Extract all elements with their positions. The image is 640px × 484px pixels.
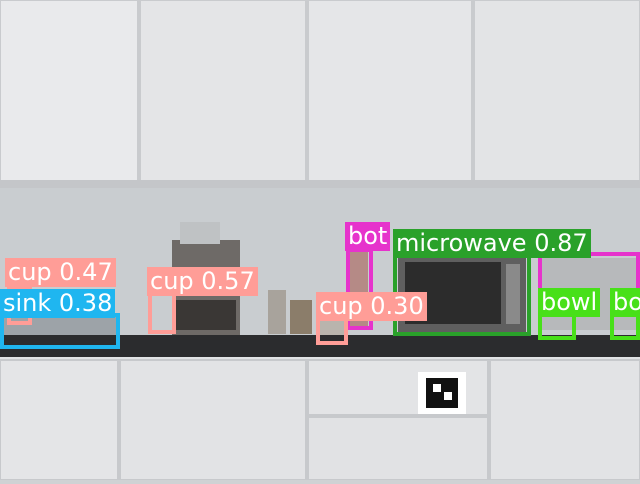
detection-label-cup-1: cup 0.47	[5, 258, 116, 287]
detection-label-bowl-1: bowl	[538, 288, 601, 317]
detection-label-bottle: bot	[345, 222, 391, 251]
detection-label-cup-2: cup 0.57	[147, 267, 258, 296]
sink-box	[0, 313, 120, 349]
countertop	[0, 335, 640, 357]
cup-box-2	[148, 290, 176, 334]
detection-label-bowl-2: bo	[610, 288, 640, 317]
detection-label-sink: sink 0.38	[0, 289, 116, 318]
detection-label-microwave: microwave 0.87	[393, 229, 591, 258]
detection-label-cup-3: cup 0.30	[316, 292, 427, 321]
